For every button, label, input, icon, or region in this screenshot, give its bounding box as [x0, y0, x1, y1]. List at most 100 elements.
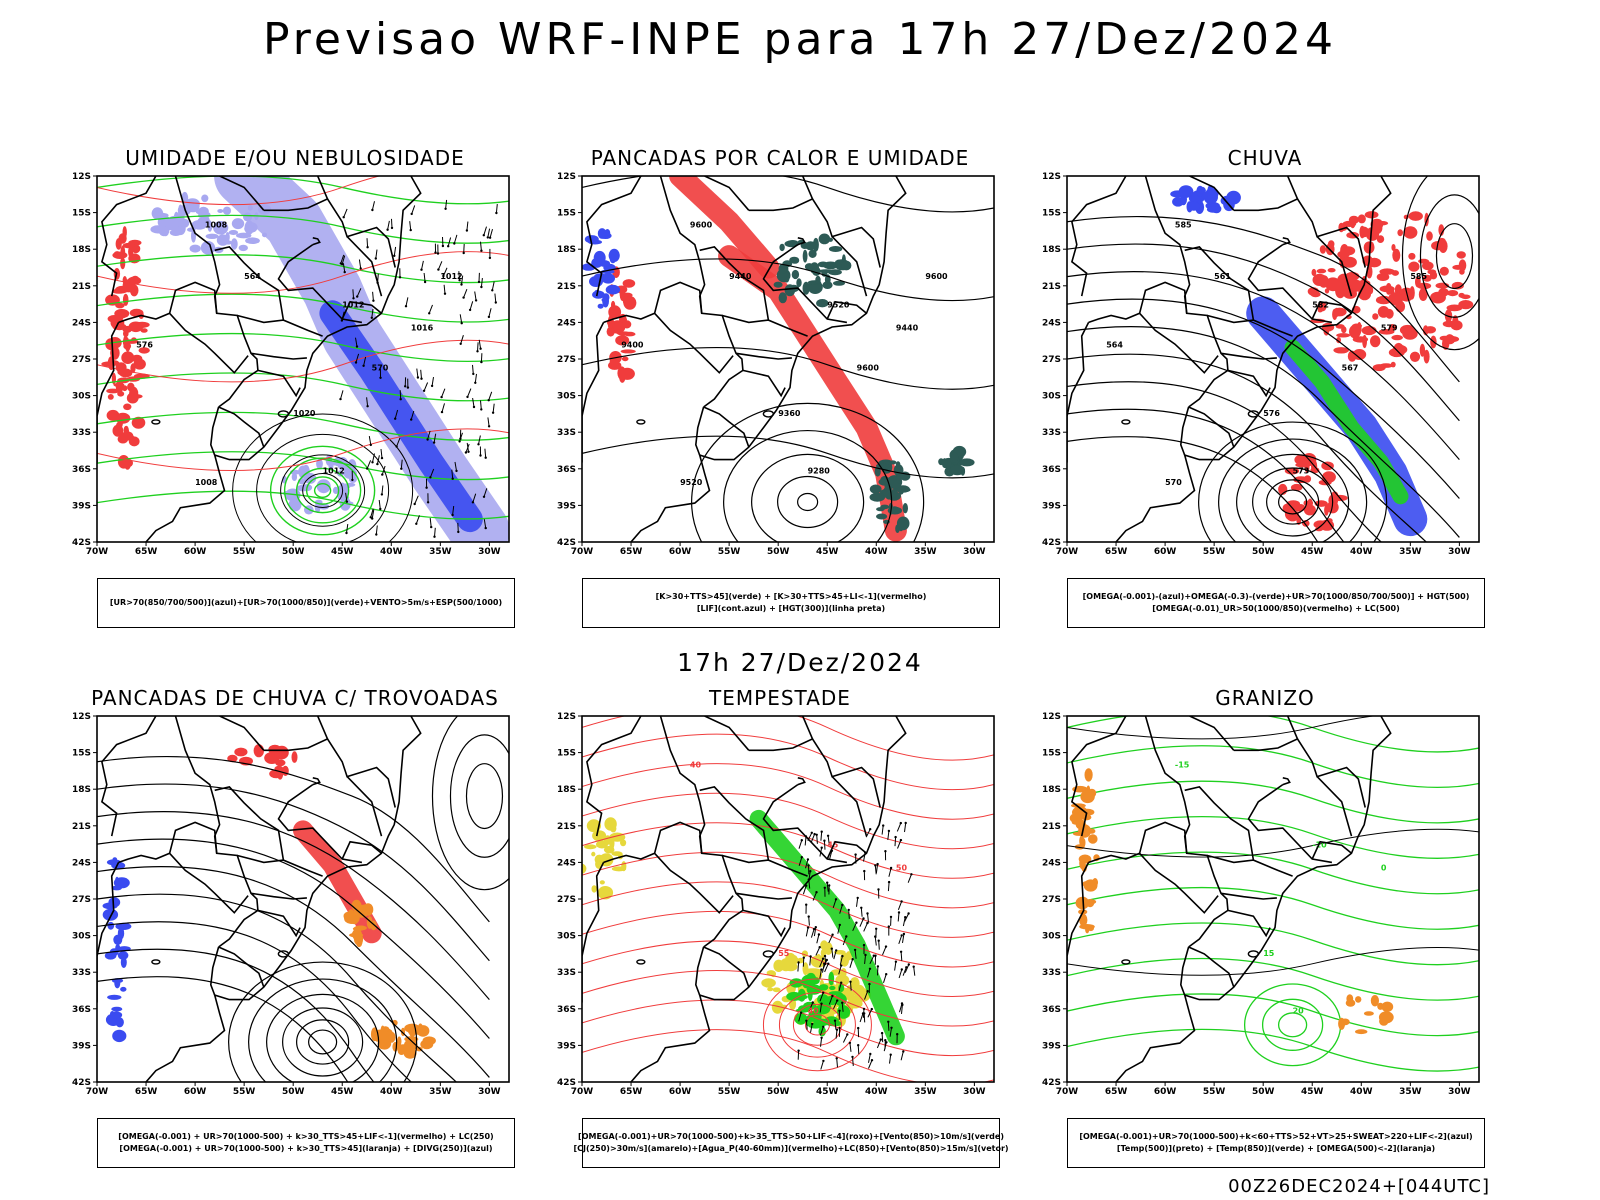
hgt500-labels: 585 582 579 576 573 570 567 564 561 585: [1106, 220, 1427, 486]
streamline: [1067, 243, 1460, 422]
wind-vector: [495, 204, 498, 214]
contour-line: [582, 733, 994, 791]
lon-label: 45W: [1301, 1087, 1324, 1097]
data-patch: [819, 984, 829, 991]
data-patch: [790, 257, 800, 264]
wind-vector: [809, 956, 812, 966]
lat-label: 33S: [557, 968, 576, 978]
contour-line: [1067, 716, 1377, 740]
vector-head: [425, 486, 428, 489]
wind-vector: [454, 461, 457, 471]
vector-head: [404, 305, 408, 308]
wind-vector: [394, 409, 399, 419]
lat-label: 42S: [72, 1078, 91, 1088]
streamline: [97, 976, 349, 1082]
vector-head: [339, 397, 342, 401]
wind-vector: [355, 353, 360, 363]
contour-ring: [269, 445, 376, 536]
streamline: [1067, 381, 1383, 542]
data-patch: [876, 513, 888, 520]
data-patch: [902, 503, 908, 514]
lat-label: 30S: [72, 392, 91, 402]
vector-head: [885, 1041, 888, 1044]
wind-vector: [815, 946, 821, 956]
vector-head: [465, 229, 469, 232]
wind-vector: [852, 1056, 854, 1066]
thunder-orange-south: [370, 1019, 436, 1059]
vector-head: [823, 954, 827, 958]
vector-head: [491, 411, 495, 414]
border-line: [654, 312, 734, 374]
green-rings: [269, 445, 376, 536]
data-patch: [1088, 834, 1098, 844]
hgt-labels: 9600 9520 9440 9360 9280 9520 9600 9400 9440 9600: [621, 220, 948, 486]
border-line: [312, 777, 321, 786]
wind-vector: [902, 967, 907, 976]
data-patch: [772, 987, 781, 993]
data-patch: [1458, 259, 1467, 272]
data-patch: [1327, 268, 1336, 273]
data-patch: [253, 744, 264, 758]
data-patch: [880, 504, 890, 510]
wind-vector: [442, 267, 448, 277]
data-patch: [1423, 349, 1430, 364]
vector-head: [820, 830, 823, 833]
contour-label: 1016: [411, 323, 434, 332]
data-patch: [778, 292, 787, 304]
vector-head: [468, 308, 472, 312]
data-patch: [1376, 235, 1385, 243]
data-patch: [1460, 294, 1471, 300]
border-line: [1311, 840, 1353, 860]
vector-head: [869, 828, 872, 831]
vector-head: [474, 299, 478, 302]
wind-vector: [447, 237, 452, 247]
data-patch: [1361, 325, 1377, 336]
data-patch: [1092, 878, 1098, 887]
wind-vector: [480, 353, 483, 363]
data-patch: [818, 233, 831, 245]
streamline: [1067, 298, 1460, 499]
data-patch: [841, 260, 852, 271]
lat-label: 15S: [1042, 749, 1061, 759]
wind-vector: [867, 968, 871, 978]
wind-vector: [883, 974, 887, 983]
contour-label: 1012: [440, 272, 462, 281]
vector-head: [817, 933, 821, 936]
data-patch: [107, 394, 114, 400]
border-line: [219, 716, 265, 751]
geography: [582, 176, 907, 542]
data-patch: [115, 302, 125, 309]
border-line: [218, 406, 265, 448]
data-patch: [288, 498, 302, 512]
wind-vector: [868, 1053, 871, 1063]
coastline: [630, 176, 907, 542]
data-patch: [1372, 313, 1379, 320]
vector-head: [379, 507, 382, 511]
data-patch: [617, 366, 626, 380]
lat-label: 21S: [557, 822, 576, 832]
wind-vector: [907, 874, 912, 883]
vector-head: [835, 949, 838, 952]
vector-head: [366, 467, 369, 470]
wind-vector: [902, 917, 906, 927]
geography: [582, 716, 907, 1082]
contour-line: [97, 332, 509, 363]
wind-vector: [819, 1026, 824, 1036]
wind-vector: [841, 1002, 844, 1012]
wind-vector: [474, 373, 477, 383]
border-line: [582, 322, 605, 465]
data-patch: [592, 290, 605, 299]
data-patch: [195, 209, 208, 215]
lon-label: 70W: [86, 1087, 109, 1097]
data-patch: [889, 460, 897, 465]
data-patch: [845, 951, 853, 961]
legend-line: [Temp(500)](preto) + [Temp(850)](verde) …: [1116, 1144, 1436, 1153]
lon-label: 50W: [1252, 547, 1275, 557]
vector-head: [857, 1026, 860, 1030]
wind-vector: [376, 455, 380, 465]
lon-label: 30W: [1448, 1087, 1471, 1097]
wind-vector: [366, 397, 369, 407]
lat-label: 18S: [1042, 785, 1061, 795]
data-patch: [262, 232, 267, 238]
